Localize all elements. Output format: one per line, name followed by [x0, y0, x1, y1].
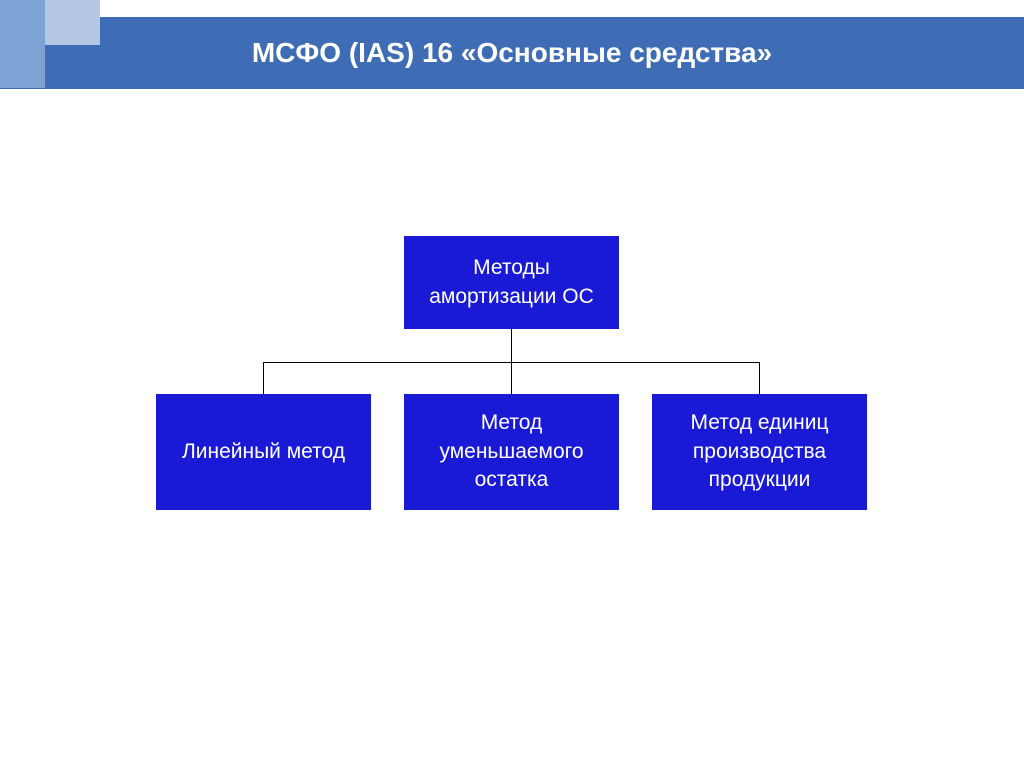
- connector-child-0: [263, 362, 264, 394]
- connector-child-2: [759, 362, 760, 394]
- child-node-0-label: Линейный метод: [182, 438, 345, 466]
- child-node-1: Методуменьшаемогоостатка: [404, 394, 619, 510]
- root-node-label: Методыамортизации ОС: [429, 254, 594, 311]
- child-node-0: Линейный метод: [156, 394, 371, 510]
- connector-root-drop: [511, 329, 512, 362]
- child-node-1-label: Методуменьшаемогоостатка: [439, 409, 583, 494]
- child-node-2: Метод единицпроизводствапродукции: [652, 394, 867, 510]
- connector-child-1: [511, 362, 512, 394]
- child-node-2-label: Метод единицпроизводствапродукции: [691, 409, 829, 494]
- diagram-container: Методыамортизации ОС Линейный метод Мето…: [0, 0, 1024, 767]
- root-node: Методыамортизации ОС: [404, 236, 619, 329]
